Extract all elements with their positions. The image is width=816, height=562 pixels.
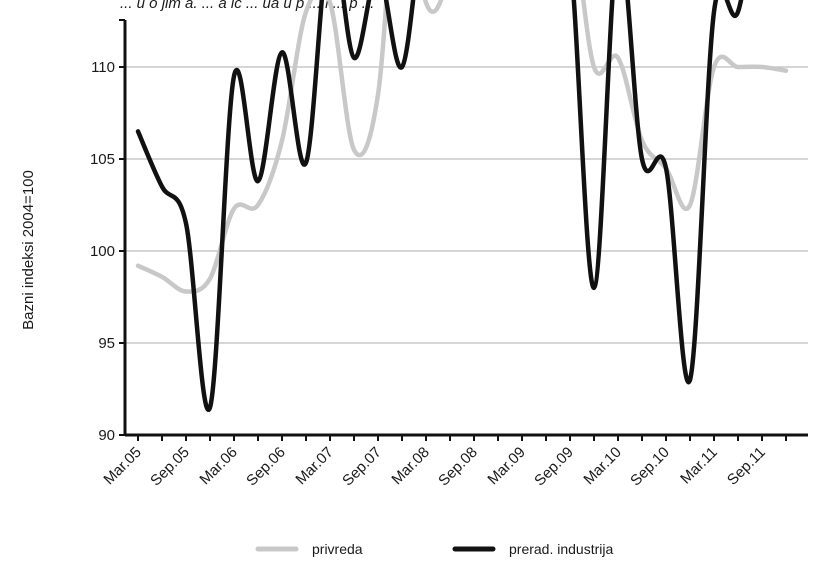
y-axis-label: Bazni indeksi 2004=100 xyxy=(20,170,37,330)
axes xyxy=(119,19,808,441)
x-tick-label: Sep.09 xyxy=(531,444,577,490)
series-line-privreda xyxy=(135,0,789,294)
x-tick-label: Sep.05 xyxy=(147,444,193,490)
x-tick-label: Mar.06 xyxy=(196,444,240,488)
x-tick-label: Mar.10 xyxy=(580,444,624,488)
top-caption: ... u o jim a. ... a ic ... ua u p ... i… xyxy=(120,0,374,12)
x-tick-label: Mar.08 xyxy=(388,444,432,488)
x-tick-label: Sep.10 xyxy=(627,444,673,490)
x-tick-label: Sep.08 xyxy=(435,444,481,490)
legend: privreda prerad. industrija xyxy=(255,541,613,557)
y-tick-label: 105 xyxy=(90,151,115,168)
x-tick-labels: Mar.05 Sep.05 Mar.06 Sep.06 Mar.07 Sep.07 Mar.… xyxy=(100,444,768,490)
x-tick-label: Mar.09 xyxy=(484,444,528,488)
y-tick-label: 110 xyxy=(91,59,115,76)
x-tick-label: Mar.11 xyxy=(677,444,721,488)
legend-label: prerad. industrija xyxy=(509,541,613,557)
x-tick-label: Mar.05 xyxy=(100,444,144,488)
y-tick-label: 95 xyxy=(98,335,115,352)
y-tick-label: 90 xyxy=(98,427,115,444)
x-tick-label: Sep.11 xyxy=(724,444,769,489)
y-tick-label: 100 xyxy=(90,243,115,260)
x-tick-label: Sep.07 xyxy=(339,444,385,490)
y-tick-labels: 9095100105110115120125 xyxy=(90,59,115,444)
x-tick-label: Sep.06 xyxy=(243,444,289,490)
series-line-prerad-industrija xyxy=(135,0,744,413)
legend-label: privreda xyxy=(312,541,363,557)
x-tick-label: Mar.07 xyxy=(292,444,336,488)
series-group xyxy=(135,0,789,413)
